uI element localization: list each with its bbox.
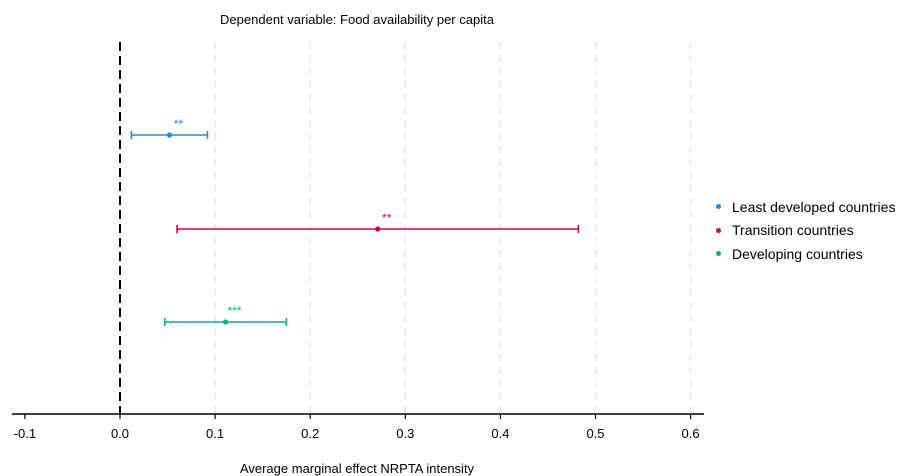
series-least-developed-countries: ** xyxy=(130,117,209,139)
x-axis-ticks: -0.1 0.0 0.1 0.2 0.3 0.4 0.5 0.6 xyxy=(14,414,700,441)
x-tick-label: 0.1 xyxy=(206,426,224,441)
chart-title: Dependent variable: Food availability pe… xyxy=(220,12,495,27)
legend-marker xyxy=(716,227,721,233)
legend-label: Developing countries xyxy=(732,245,863,262)
legend-label: Transition countries xyxy=(732,222,854,239)
estimates: ******* xyxy=(130,117,580,326)
legend-label: Least developed countries xyxy=(732,198,896,215)
significance-label: ** xyxy=(174,117,184,131)
point-estimate xyxy=(166,132,173,138)
legend-item: Least developed countries xyxy=(716,195,895,219)
x-tick-label: 0.0 xyxy=(111,426,129,441)
significance-label: *** xyxy=(228,304,242,318)
x-tick-label: 0.4 xyxy=(491,426,509,441)
legend-marker xyxy=(716,204,721,210)
x-tick-label: 0.6 xyxy=(682,426,700,441)
point-estimate xyxy=(375,226,381,232)
legend: Least developed countries Transition coun… xyxy=(716,195,895,266)
legend-item: Transition countries xyxy=(716,219,895,243)
series-transition-countries: ** xyxy=(176,211,580,233)
legend-marker xyxy=(716,251,721,257)
significance-label: ** xyxy=(382,211,392,225)
series-developing-countries: *** xyxy=(163,304,288,326)
x-tick-label: 0.2 xyxy=(301,426,319,441)
legend-item: Developing countries xyxy=(716,242,895,266)
x-tick-label: 0.3 xyxy=(396,426,414,441)
x-tick-label: -0.1 xyxy=(14,426,36,441)
x-axis-title: Average marginal effect NRPTA intensity xyxy=(240,461,475,476)
x-tick-label: 0.5 xyxy=(586,426,604,441)
gridlines xyxy=(214,42,692,414)
point-estimate xyxy=(222,319,229,325)
